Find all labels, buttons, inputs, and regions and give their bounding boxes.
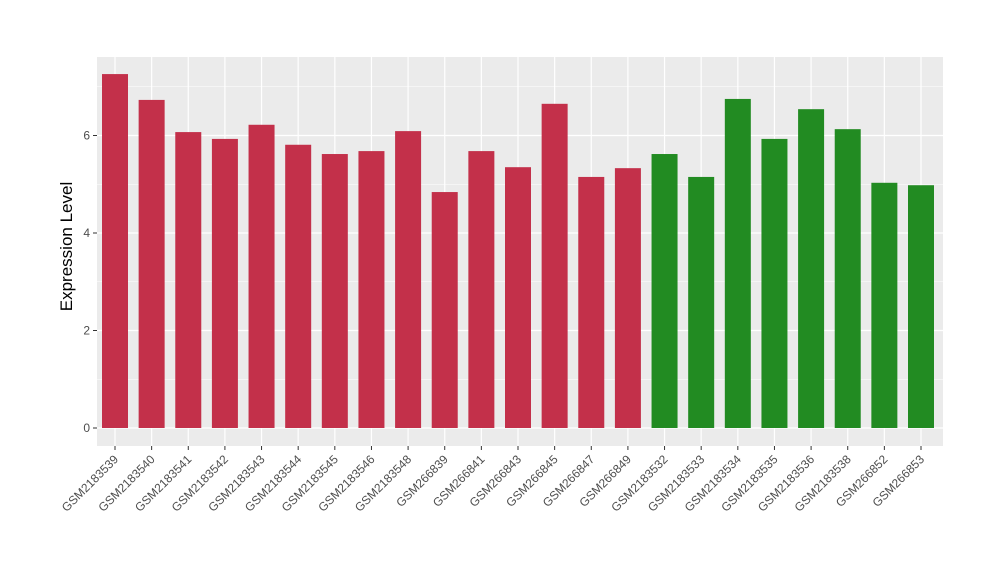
bar (871, 182, 898, 428)
bar (688, 176, 715, 428)
bar (578, 176, 605, 428)
bar (175, 132, 202, 428)
bar (798, 109, 825, 429)
bar (614, 168, 641, 428)
bar (431, 192, 458, 428)
y-tick-label: 2 (83, 324, 90, 338)
bar (358, 151, 385, 428)
y-tick-label: 0 (83, 421, 90, 435)
bar (248, 124, 275, 429)
y-axis-label: Expression Level (57, 182, 76, 311)
bar (908, 185, 934, 428)
bar (541, 103, 568, 428)
bar (505, 167, 531, 428)
bar (468, 151, 495, 428)
bar (138, 99, 165, 428)
y-tick-label: 6 (83, 129, 90, 143)
y-tick-label: 4 (83, 226, 90, 240)
bar (724, 98, 751, 428)
bar (651, 154, 678, 428)
bar (102, 74, 128, 428)
bar (321, 154, 348, 428)
bar (395, 131, 422, 429)
bar (834, 129, 861, 428)
bar (761, 138, 788, 428)
bar (211, 138, 238, 428)
bar (285, 144, 312, 428)
